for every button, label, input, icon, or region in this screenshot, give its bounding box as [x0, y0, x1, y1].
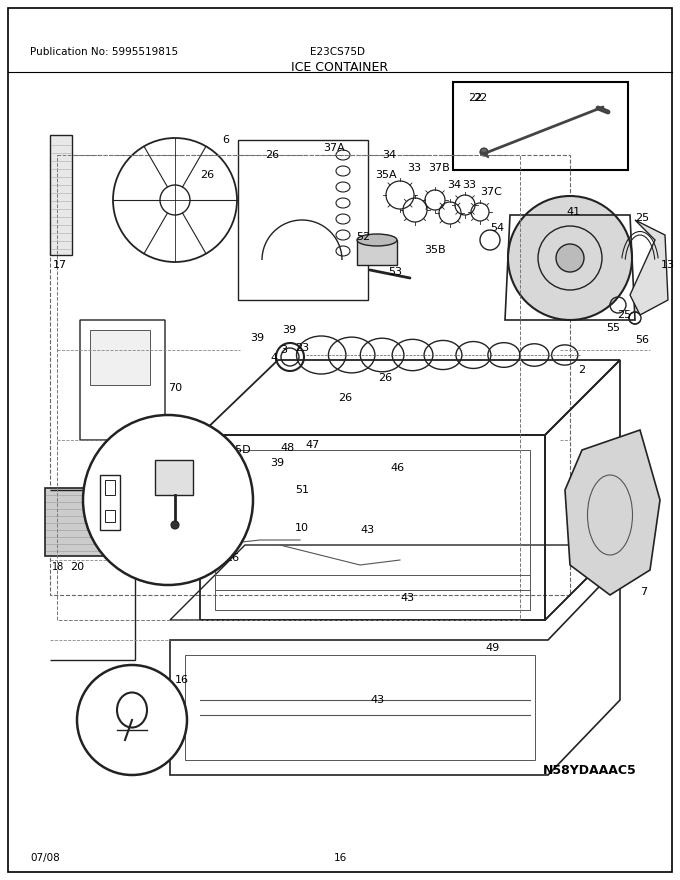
- Text: ICE CONTAINER: ICE CONTAINER: [292, 61, 388, 74]
- Text: 45C: 45C: [102, 463, 124, 473]
- Text: 39: 39: [270, 458, 284, 468]
- Text: 54: 54: [490, 223, 504, 233]
- Text: 37A: 37A: [323, 143, 345, 153]
- Text: 55: 55: [606, 323, 620, 333]
- Bar: [50, 155, 570, 595]
- Circle shape: [480, 148, 488, 156]
- Text: 26: 26: [338, 393, 352, 403]
- Circle shape: [77, 665, 187, 775]
- Text: 3: 3: [280, 345, 287, 355]
- Text: 37B: 37B: [428, 163, 449, 173]
- Text: 44: 44: [165, 483, 180, 493]
- Text: 70: 70: [168, 383, 182, 393]
- Text: 35A: 35A: [375, 170, 396, 180]
- Text: 6: 6: [222, 135, 229, 145]
- Text: 07/08: 07/08: [30, 853, 60, 863]
- Text: N58YDAAAC5: N58YDAAAC5: [543, 764, 637, 776]
- Text: 52: 52: [356, 232, 370, 242]
- Text: 26: 26: [200, 170, 214, 180]
- Text: 46: 46: [390, 463, 404, 473]
- Text: 51: 51: [295, 485, 309, 495]
- Text: 34: 34: [447, 180, 461, 190]
- Text: 47: 47: [305, 440, 319, 450]
- Text: E23CS75D: E23CS75D: [310, 47, 365, 57]
- Text: 33: 33: [462, 180, 476, 190]
- Text: 22: 22: [473, 93, 488, 103]
- Text: 43: 43: [360, 525, 374, 535]
- Text: 23: 23: [295, 343, 309, 353]
- Text: 2: 2: [578, 365, 585, 375]
- Bar: [453, 82, 628, 170]
- Text: 45: 45: [192, 457, 206, 467]
- Text: 48: 48: [280, 443, 294, 453]
- Text: 49: 49: [485, 643, 499, 653]
- Text: 17: 17: [53, 260, 67, 270]
- Text: 39: 39: [282, 325, 296, 335]
- Text: 35B: 35B: [424, 245, 445, 255]
- Text: 37C: 37C: [480, 187, 502, 197]
- Text: 16: 16: [175, 675, 189, 685]
- Bar: [90, 330, 150, 385]
- Ellipse shape: [357, 234, 397, 246]
- Text: 45D: 45D: [228, 445, 251, 455]
- Circle shape: [83, 415, 253, 585]
- Bar: [105, 510, 115, 522]
- Circle shape: [171, 521, 179, 529]
- Bar: [357, 240, 397, 265]
- Text: 13: 13: [661, 260, 675, 270]
- Text: 16: 16: [333, 853, 347, 863]
- Text: 26: 26: [378, 373, 392, 383]
- Text: 10: 10: [295, 523, 309, 533]
- Bar: [155, 460, 193, 495]
- Text: 44: 44: [175, 543, 189, 553]
- Text: 25: 25: [635, 213, 649, 223]
- Text: 26: 26: [265, 150, 279, 160]
- Circle shape: [556, 244, 584, 272]
- Text: 50: 50: [85, 503, 99, 513]
- Text: 45B: 45B: [200, 495, 222, 505]
- Bar: [238, 140, 368, 300]
- Polygon shape: [565, 430, 660, 595]
- Text: 45A: 45A: [213, 525, 235, 535]
- Text: 56: 56: [635, 335, 649, 345]
- Circle shape: [508, 196, 632, 320]
- Text: 22: 22: [468, 93, 482, 103]
- Text: 43: 43: [400, 593, 414, 603]
- Text: 20: 20: [70, 562, 84, 572]
- Text: 33: 33: [407, 163, 421, 173]
- Text: 39: 39: [250, 333, 264, 343]
- Text: 43: 43: [370, 695, 384, 705]
- Bar: [50, 135, 72, 255]
- Text: 26: 26: [225, 553, 239, 563]
- Text: Publication No: 5995519815: Publication No: 5995519815: [30, 47, 178, 57]
- Text: 41: 41: [566, 207, 580, 217]
- Text: 34: 34: [382, 150, 396, 160]
- Bar: [57, 155, 520, 620]
- Text: 7: 7: [640, 587, 647, 597]
- Text: 58: 58: [205, 450, 219, 460]
- Bar: [105, 480, 115, 495]
- Bar: [45, 488, 127, 556]
- Text: 15: 15: [96, 720, 110, 730]
- Text: 53: 53: [388, 267, 402, 277]
- Text: 25: 25: [617, 310, 631, 320]
- Text: 18: 18: [52, 562, 64, 572]
- Text: 4: 4: [270, 353, 277, 363]
- Polygon shape: [630, 220, 668, 315]
